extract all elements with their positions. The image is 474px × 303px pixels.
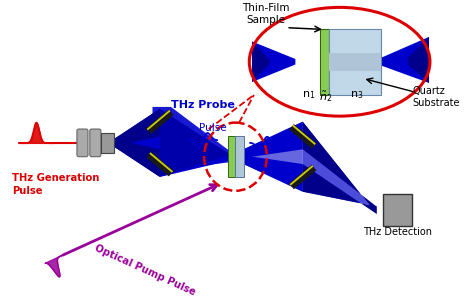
Polygon shape	[114, 139, 160, 177]
Polygon shape	[252, 42, 270, 82]
FancyBboxPatch shape	[383, 195, 412, 226]
Polygon shape	[114, 109, 160, 147]
Polygon shape	[292, 125, 316, 145]
Polygon shape	[234, 122, 303, 192]
Text: Quartz
Substrate: Quartz Substrate	[412, 86, 460, 108]
Text: Pulse: Pulse	[199, 123, 226, 133]
Polygon shape	[303, 122, 376, 214]
Polygon shape	[289, 165, 317, 189]
Polygon shape	[114, 109, 160, 177]
Polygon shape	[234, 122, 303, 159]
Polygon shape	[289, 124, 317, 149]
Polygon shape	[228, 136, 235, 177]
Polygon shape	[235, 136, 244, 177]
Text: THz Probe: THz Probe	[171, 100, 235, 110]
Polygon shape	[329, 28, 381, 95]
Polygon shape	[146, 109, 173, 134]
Polygon shape	[114, 114, 160, 171]
Polygon shape	[378, 37, 429, 83]
Polygon shape	[252, 42, 295, 82]
Polygon shape	[303, 164, 376, 214]
Polygon shape	[149, 152, 173, 173]
Polygon shape	[160, 109, 235, 177]
Polygon shape	[160, 109, 230, 177]
Polygon shape	[320, 28, 329, 95]
Polygon shape	[153, 107, 230, 170]
Polygon shape	[329, 52, 381, 71]
FancyBboxPatch shape	[77, 129, 88, 157]
Text: n$_1$: n$_1$	[301, 89, 315, 101]
Text: THz Detection: THz Detection	[363, 227, 432, 237]
Text: $\tilde{n}_2$: $\tilde{n}_2$	[319, 89, 332, 104]
Polygon shape	[290, 165, 313, 186]
Polygon shape	[408, 37, 429, 83]
Polygon shape	[146, 152, 173, 176]
Text: Optical Pump Pulse: Optical Pump Pulse	[92, 242, 197, 297]
Polygon shape	[234, 154, 303, 192]
Text: THz Generation
Pulse: THz Generation Pulse	[12, 173, 100, 196]
Polygon shape	[303, 122, 376, 214]
Polygon shape	[146, 110, 171, 130]
FancyBboxPatch shape	[90, 129, 101, 157]
Polygon shape	[46, 255, 62, 277]
Text: n$_3$: n$_3$	[349, 89, 363, 101]
FancyBboxPatch shape	[101, 133, 114, 153]
Text: Thin-Film
Sample: Thin-Film Sample	[242, 3, 290, 25]
